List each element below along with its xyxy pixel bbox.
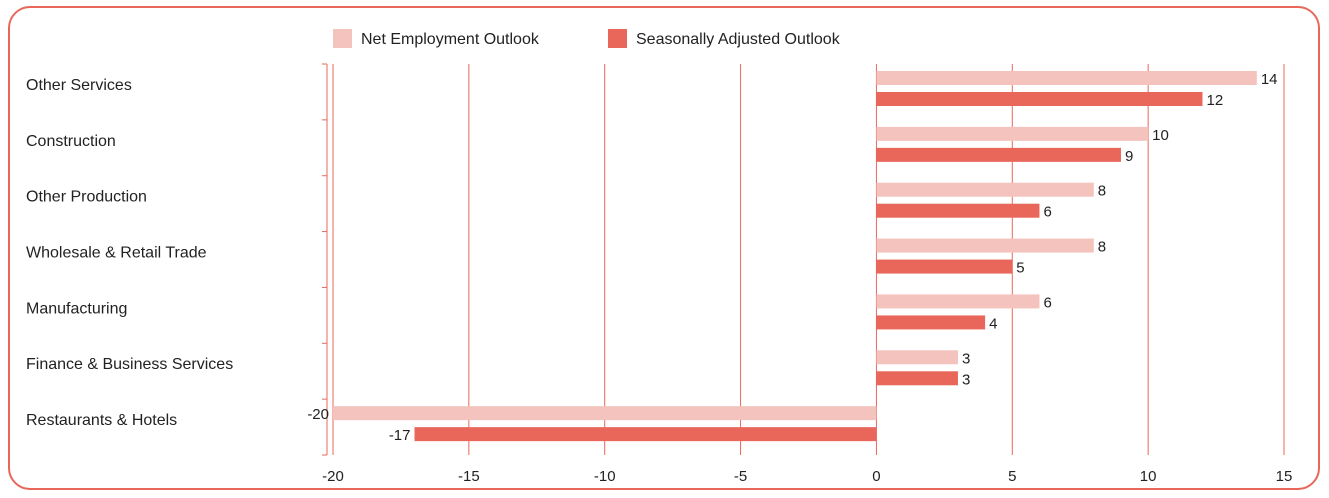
bar-value-label: 10	[1152, 127, 1169, 144]
legend-label: Seasonally Adjusted Outlook	[636, 31, 841, 48]
bar-value-label: 8	[1098, 239, 1106, 256]
x-tick-label: -20	[322, 468, 344, 485]
legend-swatch	[608, 29, 627, 48]
category-label: Manufacturing	[26, 300, 127, 317]
legend-label: Net Employment Outlook	[361, 31, 540, 48]
x-tick-label: 0	[872, 468, 880, 485]
bar	[333, 406, 877, 421]
x-tick-label: 15	[1276, 468, 1293, 485]
bar	[876, 238, 1094, 253]
x-tick-label: 10	[1140, 468, 1157, 485]
bar	[876, 126, 1149, 141]
bar-value-label: -20	[307, 406, 329, 423]
bar-value-label: 12	[1206, 92, 1223, 109]
value-labels: 14 12 10 9 8 6 8 5 6 4 3 3 -20 -17	[307, 71, 1277, 444]
bar-value-label: 8	[1098, 183, 1106, 200]
x-tick-label: -10	[594, 468, 616, 485]
bar	[876, 294, 1040, 309]
gridlines	[322, 63, 1285, 456]
bar	[876, 315, 986, 330]
category-label: Restaurants & Hotels	[26, 412, 177, 429]
category-label: Construction	[26, 133, 116, 150]
bar-value-label: 4	[989, 315, 997, 332]
legend-item: Seasonally Adjusted Outlook	[608, 29, 841, 48]
legend: Net Employment Outlook Seasonally Adjuste…	[333, 29, 841, 48]
bars	[333, 71, 1257, 442]
category-label: Other Services	[26, 77, 132, 94]
x-tick-label: 5	[1008, 468, 1016, 485]
bar	[876, 203, 1040, 218]
x-tick-label: -5	[734, 468, 747, 485]
bar	[876, 147, 1121, 162]
bar	[876, 350, 958, 365]
bar-value-label: 14	[1261, 71, 1278, 88]
category-label: Other Production	[26, 189, 147, 206]
category-label: Finance & Business Services	[26, 356, 233, 373]
legend-item: Net Employment Outlook	[333, 29, 540, 48]
bar	[876, 92, 1203, 106]
category-label: Wholesale & Retail Trade	[26, 245, 207, 262]
bar	[876, 371, 958, 386]
bar-value-label: 6	[1043, 294, 1051, 311]
bar	[876, 182, 1094, 197]
bar-value-label: 5	[1016, 260, 1024, 277]
x-axis-ticks: -20 -15 -10 -5 0 5 10 15	[322, 468, 1292, 485]
category-labels: Other Services Construction Other Producti…	[26, 77, 233, 429]
legend-swatch	[333, 29, 352, 48]
bar	[876, 71, 1257, 85]
bar-value-label: 3	[962, 350, 970, 367]
bar-value-label: 3	[962, 371, 970, 388]
bar-value-label: 6	[1043, 204, 1051, 221]
x-tick-label: -15	[458, 468, 480, 485]
bar-value-label: 9	[1125, 148, 1133, 165]
bar-value-label: -17	[389, 427, 411, 444]
bar	[414, 427, 877, 442]
bar	[876, 259, 1013, 274]
